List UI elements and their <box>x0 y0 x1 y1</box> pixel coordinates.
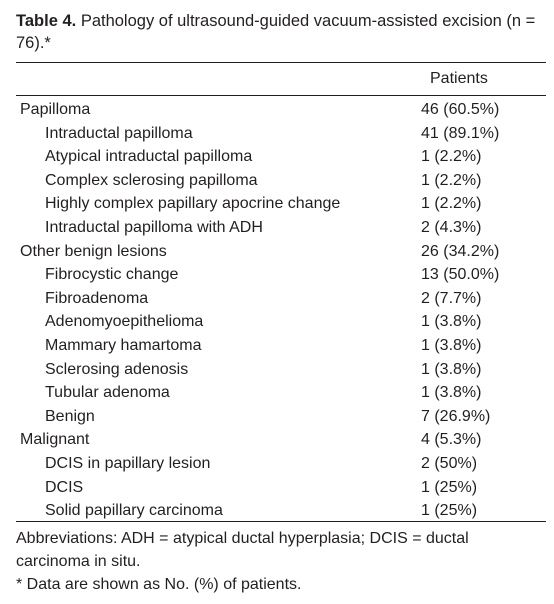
item-value: 1 (2.2%) <box>421 195 482 213</box>
group-row: Malignant 4 (5.3%) <box>16 428 546 452</box>
table-caption: Pathology of ultrasound-guided vacuum-as… <box>16 12 536 52</box>
item-row: Intraductal papilloma with ADH 2 (4.3%) <box>16 216 546 240</box>
item-label: Complex sclerosing papilloma <box>45 171 258 189</box>
item-row: DCIS 1 (25%) <box>16 476 546 500</box>
item-label: Tubular adenoma <box>45 384 170 402</box>
group-row: Papilloma 46 (60.5%) <box>16 98 546 122</box>
bottom-rule <box>16 521 546 522</box>
group-value: 4 (5.3%) <box>421 431 482 449</box>
item-value: 7 (26.9%) <box>421 407 491 425</box>
item-label: Sclerosing adenosis <box>45 360 189 378</box>
item-label: DCIS <box>45 478 84 496</box>
item-row: Highly complex papillary apocrine change… <box>16 192 546 216</box>
column-header: Patients <box>430 70 488 87</box>
header-rule <box>16 95 546 96</box>
table-title: Table 4. Pathology of ultrasound-guided … <box>16 10 541 54</box>
item-row: Fibroadenoma 2 (7.7%) <box>16 287 546 311</box>
item-value: 1 (3.8%) <box>421 313 482 331</box>
item-value: 2 (50%) <box>421 454 478 472</box>
item-label: Mammary hamartoma <box>45 336 202 354</box>
item-value: 2 (7.7%) <box>421 289 482 307</box>
item-row: Adenomyoepithelioma 1 (3.8%) <box>16 310 546 334</box>
item-row: Complex sclerosing papilloma 1 (2.2%) <box>16 169 546 193</box>
item-value: 1 (3.8%) <box>421 336 482 354</box>
item-row: Fibrocystic change 13 (50.0%) <box>16 263 546 287</box>
item-value: 41 (89.1%) <box>421 124 500 142</box>
item-row: Intraductal papilloma 41 (89.1%) <box>16 122 546 146</box>
item-row: Tubular adenoma 1 (3.8%) <box>16 381 546 405</box>
footnote: * Data are shown as No. (%) of patients. <box>16 576 302 593</box>
item-label: Highly complex papillary apocrine change <box>45 195 341 213</box>
item-label: Fibrocystic change <box>45 266 179 284</box>
item-value: 2 (4.3%) <box>421 218 482 236</box>
item-row: DCIS in papillary lesion 2 (50%) <box>16 452 546 476</box>
group-label: Other benign lesions <box>20 242 167 260</box>
table-body: Papilloma 46 (60.5%) Intraductal papilloma… <box>16 98 546 523</box>
group-value: 46 (60.5%) <box>421 101 500 118</box>
item-value: 1 (2.2%) <box>421 148 482 166</box>
item-value: 1 (2.2%) <box>421 171 482 189</box>
group-row: Other benign lesions 26 (34.2%) <box>16 240 546 264</box>
item-label: Intraductal papilloma <box>45 124 193 142</box>
item-label: Solid papillary carcinoma <box>45 502 223 520</box>
item-value: 1 (3.8%) <box>421 360 482 378</box>
group-label: Malignant <box>20 431 90 449</box>
item-value: 1 (3.8%) <box>421 384 482 402</box>
item-label: Intraductal papilloma with ADH <box>45 218 263 236</box>
item-row: Benign 7 (26.9%) <box>16 405 546 429</box>
top-rule <box>16 62 546 63</box>
item-row: Solid papillary carcinoma 1 (25%) <box>16 499 546 523</box>
group-value: 26 (34.2%) <box>421 242 500 260</box>
item-row: Sclerosing adenosis 1 (3.8%) <box>16 358 546 382</box>
item-label: Benign <box>45 407 95 425</box>
group-label: Papilloma <box>20 101 91 118</box>
item-row: Mammary hamartoma 1 (3.8%) <box>16 334 546 358</box>
item-label: Fibroadenoma <box>45 289 149 307</box>
item-value: 13 (50.0%) <box>421 266 500 284</box>
item-value: 1 (25%) <box>421 478 478 496</box>
item-value: 1 (25%) <box>421 502 478 520</box>
item-label: Atypical intraductal papilloma <box>45 148 253 166</box>
abbreviations: Abbreviations: ADH = atypical ductal hyp… <box>16 530 469 570</box>
item-row: Atypical intraductal papilloma 1 (2.2%) <box>16 145 546 169</box>
item-label: Adenomyoepithelioma <box>45 313 204 331</box>
table-label: Table 4. <box>16 12 77 30</box>
item-label: DCIS in papillary lesion <box>45 454 211 472</box>
